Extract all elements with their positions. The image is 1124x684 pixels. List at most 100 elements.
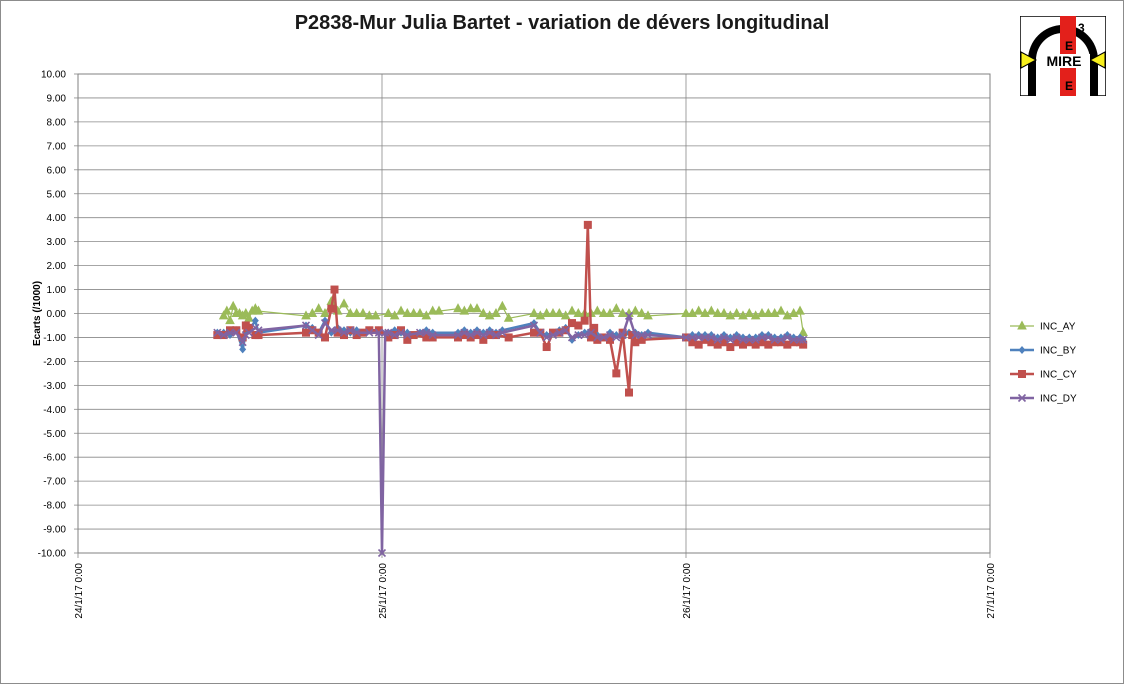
y-tick-label: -1.00: [43, 333, 66, 344]
data-point: [245, 323, 253, 332]
data-point: [321, 333, 329, 342]
data-point: [226, 326, 234, 335]
data-point: [605, 307, 615, 317]
data-point: [628, 331, 637, 340]
data-point: [472, 303, 482, 313]
legend-label: INC_CY: [1040, 370, 1077, 381]
data-point: [574, 330, 583, 340]
data-point: [313, 303, 324, 313]
data-point: [389, 310, 400, 320]
data-point: [795, 335, 805, 344]
data-point: [491, 307, 501, 317]
data-point: [643, 330, 653, 340]
legend-item: INC_AY: [1010, 320, 1076, 333]
data-point: [381, 328, 390, 337]
legend-label: INC_BY: [1040, 346, 1076, 357]
data-point: [213, 331, 222, 340]
data-point: [503, 312, 514, 322]
data-point: [529, 321, 539, 330]
data-point: [225, 328, 235, 337]
data-point: [422, 328, 431, 337]
chart-title: P2838-Mur Julia Bartet - variation de dé…: [294, 12, 830, 34]
data-point: [739, 340, 747, 349]
data-point: [453, 330, 463, 340]
y-tick-label: 7.00: [47, 141, 67, 152]
legend-marker: [1017, 320, 1027, 330]
y-tick-label: 1.00: [47, 285, 67, 296]
legend-marker: [1017, 393, 1027, 403]
data-point: [453, 303, 463, 313]
data-point: [744, 307, 755, 317]
data-point: [301, 310, 311, 320]
y-tick-label: 3.00: [47, 237, 67, 248]
x-tick-label: 24/1/17 0:00: [74, 563, 85, 619]
data-point: [713, 340, 722, 349]
data-point: [396, 305, 406, 315]
series-INC_AY: [218, 295, 809, 337]
data-point: [720, 338, 728, 347]
data-point: [764, 333, 773, 342]
data-point: [466, 330, 475, 340]
x-tick-label: 26/1/17 0:00: [682, 563, 693, 619]
y-tick-label: -7.00: [43, 477, 66, 488]
data-point: [536, 328, 545, 337]
data-point: [789, 338, 798, 347]
logo-letter-top: 3: [1078, 21, 1085, 35]
data-point: [799, 340, 808, 349]
data-point: [738, 335, 748, 344]
data-point: [228, 300, 239, 310]
data-point: [254, 326, 263, 335]
y-axis-label: Ecarts (/1000): [32, 281, 43, 346]
data-point: [225, 315, 235, 325]
data-point: [459, 305, 470, 315]
data-point: [618, 330, 627, 340]
data-point: [244, 328, 254, 337]
data-point: [535, 310, 546, 320]
logo-left-arrow: [1020, 51, 1038, 69]
data-point: [239, 345, 247, 354]
data-point: [726, 343, 735, 352]
data-point: [732, 333, 741, 342]
data-point: [339, 328, 349, 337]
data-point: [472, 328, 482, 337]
data-point: [567, 305, 577, 315]
y-tick-label: 2.00: [47, 261, 67, 272]
data-point: [374, 326, 383, 335]
logo-letter-bottom: E: [1065, 79, 1073, 93]
data-point: [693, 305, 704, 315]
data-point: [396, 328, 406, 337]
data-point: [706, 305, 717, 315]
data-point: [330, 285, 339, 294]
data-point: [700, 307, 710, 317]
data-point: [701, 335, 709, 344]
data-point: [374, 328, 383, 337]
data-point: [751, 335, 760, 344]
data-point: [606, 335, 614, 344]
data-point: [719, 307, 729, 317]
data-point: [580, 330, 589, 340]
data-point: [254, 331, 263, 340]
data-point: [783, 333, 792, 342]
data-point: [573, 307, 584, 317]
mire-logo: MIRE 3 E E: [1020, 16, 1106, 96]
data-point: [308, 326, 317, 335]
data-point: [390, 330, 399, 340]
data-point: [384, 333, 393, 342]
data-point: [707, 333, 716, 342]
data-point: [763, 307, 774, 317]
plot-grid: [77, 73, 991, 554]
data-point: [777, 338, 785, 347]
data-point: [586, 328, 596, 337]
data-point: [782, 310, 793, 320]
data-point: [590, 323, 599, 332]
data-point: [320, 319, 330, 328]
data-point: [434, 305, 444, 315]
data-point: [351, 307, 362, 317]
y-tick-label: 5.00: [47, 189, 67, 200]
data-point: [688, 338, 697, 347]
data-point: [314, 330, 323, 340]
data-point: [757, 333, 767, 342]
legend-label: INC_AY: [1040, 322, 1076, 333]
series-layer: [213, 220, 809, 558]
